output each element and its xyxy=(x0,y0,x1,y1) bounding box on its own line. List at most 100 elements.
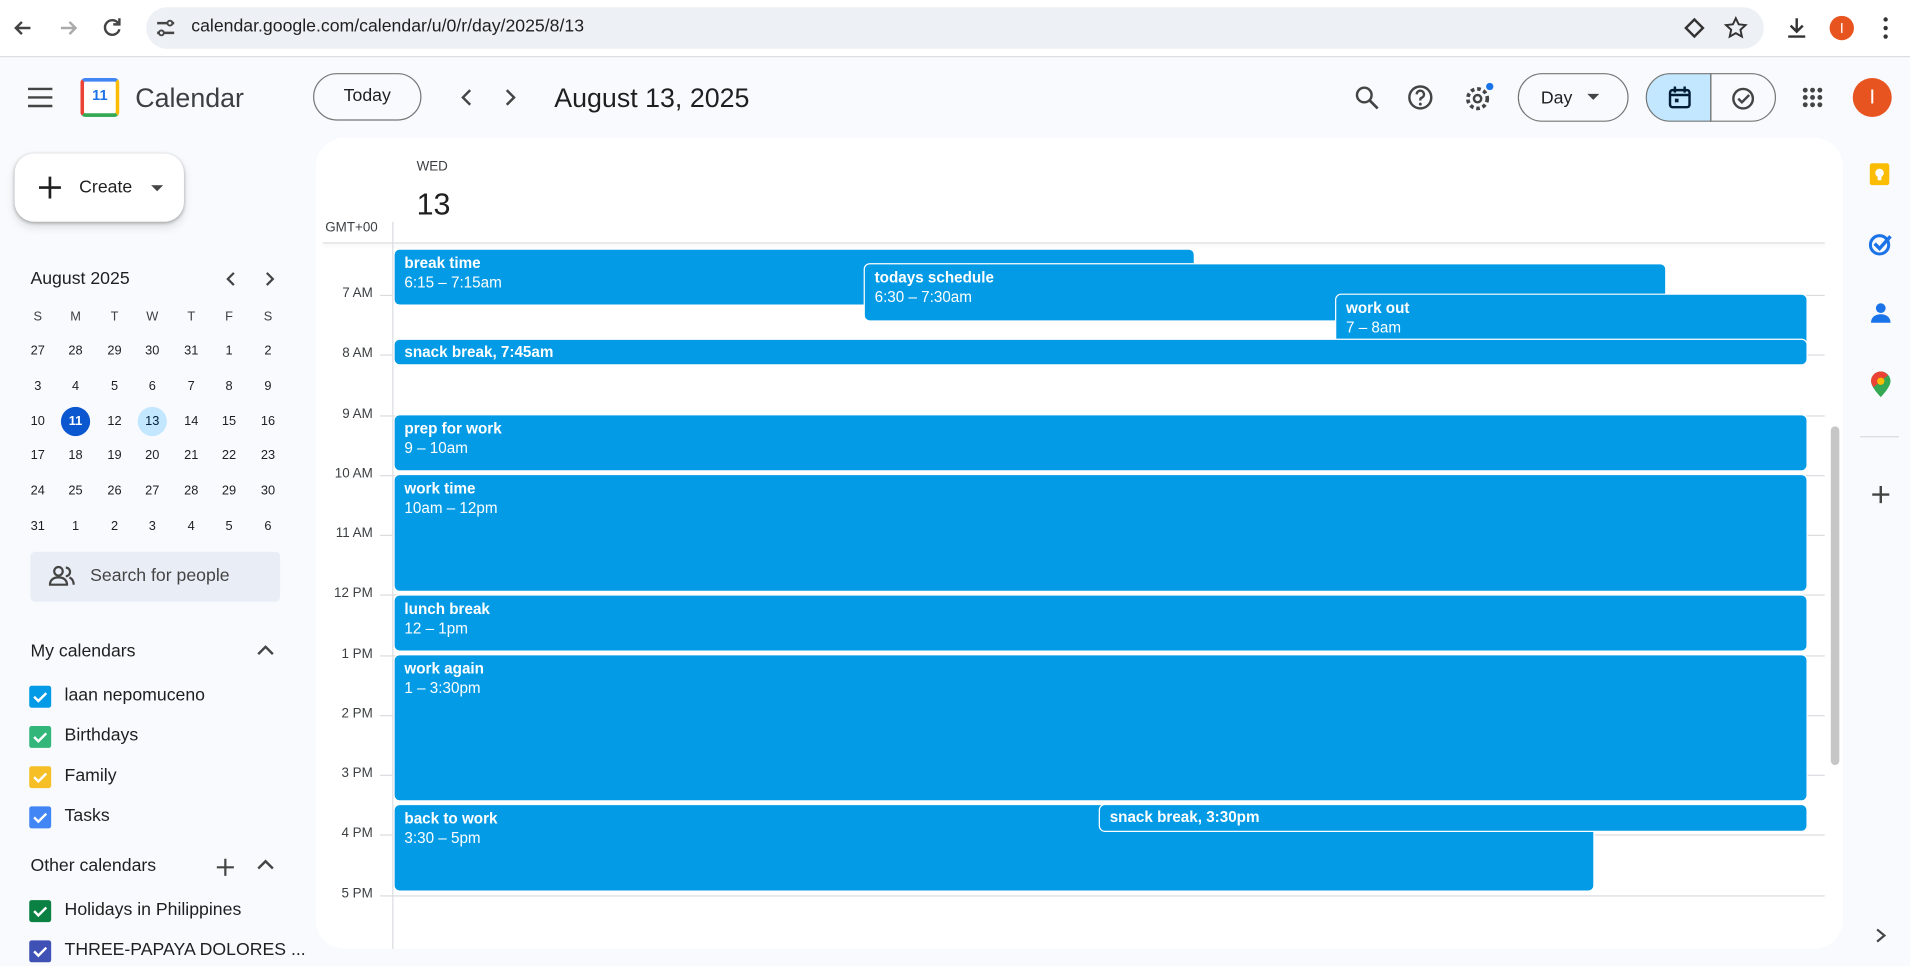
mini-day[interactable]: 17 xyxy=(30,448,45,464)
download-icon[interactable] xyxy=(1785,16,1809,40)
calendar-checkbox[interactable] xyxy=(29,900,52,923)
contacts-icon[interactable] xyxy=(1870,302,1892,324)
mini-day[interactable]: 9 xyxy=(264,378,272,394)
back-icon[interactable] xyxy=(11,16,35,40)
mini-day[interactable]: 30 xyxy=(145,343,160,359)
mini-day[interactable]: 5 xyxy=(110,378,119,394)
day-number[interactable]: 13 xyxy=(416,187,451,222)
prev-day[interactable] xyxy=(458,88,477,107)
mini-day[interactable]: 31 xyxy=(30,518,45,534)
event[interactable]: snack break, 3:30pm xyxy=(1098,803,1808,832)
next-day[interactable] xyxy=(499,88,518,107)
mini-day[interactable]: 1 xyxy=(71,518,80,534)
url-bar[interactable] xyxy=(146,7,1764,49)
main-menu[interactable] xyxy=(27,86,54,108)
mini-day[interactable]: 4 xyxy=(187,518,195,534)
browser-avatar[interactable]: I xyxy=(1829,15,1854,41)
mini-day[interactable]: 7 xyxy=(187,378,195,394)
mini-day[interactable]: 11 xyxy=(60,406,91,436)
event[interactable]: prep for work 9 – 10am xyxy=(393,414,1808,472)
mini-day[interactable]: 6 xyxy=(148,378,156,394)
tasks-toggle[interactable] xyxy=(1710,73,1777,122)
forward-icon[interactable] xyxy=(56,16,80,40)
mini-day[interactable]: 25 xyxy=(68,483,83,499)
mini-day[interactable]: 30 xyxy=(260,483,276,499)
mini-day[interactable]: 1 xyxy=(225,343,233,359)
hour-label: 4 PM xyxy=(341,826,373,841)
event[interactable]: lunch break 12 – 1pm xyxy=(393,594,1808,652)
today-button[interactable]: Today xyxy=(313,73,422,121)
mini-day[interactable]: 2 xyxy=(110,518,119,534)
tasks-toggle-icon xyxy=(1732,87,1755,110)
event[interactable]: work time 10am – 12pm xyxy=(393,473,1808,593)
expand-panel[interactable] xyxy=(1873,927,1888,944)
mini-day[interactable]: 4 xyxy=(71,378,80,394)
mini-day[interactable]: 3 xyxy=(148,518,156,534)
tasks-icon[interactable] xyxy=(1868,231,1893,256)
search-icon[interactable] xyxy=(1355,85,1379,110)
calendar-checkbox[interactable] xyxy=(29,685,52,708)
star-icon[interactable] xyxy=(1723,16,1748,40)
mini-day[interactable]: 27 xyxy=(30,343,45,359)
mini-day[interactable]: 10 xyxy=(30,413,45,429)
view-button[interactable] xyxy=(1517,73,1629,122)
calendar-name: laan nepomuceno xyxy=(64,685,206,706)
mini-day[interactable]: 29 xyxy=(107,343,122,359)
event[interactable]: snack break, 7:45am xyxy=(393,338,1808,366)
mini-day[interactable]: 16 xyxy=(260,413,276,429)
time-column-divider xyxy=(392,221,394,949)
calendar-checkbox[interactable] xyxy=(29,766,52,789)
scrollbar[interactable] xyxy=(1830,426,1840,765)
apps-icon[interactable] xyxy=(1802,86,1824,108)
event[interactable]: work again 1 – 3:30pm xyxy=(393,654,1808,802)
mini-day[interactable]: 8 xyxy=(225,378,233,394)
search-people[interactable] xyxy=(30,551,281,602)
calendar-checkbox[interactable] xyxy=(29,725,52,748)
mini-day[interactable]: 18 xyxy=(68,448,83,464)
mini-day[interactable]: 31 xyxy=(184,343,199,359)
add-addon[interactable] xyxy=(1871,485,1890,504)
mini-prev[interactable] xyxy=(223,270,240,287)
add-other[interactable] xyxy=(216,858,235,877)
collapse-other[interactable] xyxy=(257,859,274,871)
mini-day[interactable]: 21 xyxy=(184,448,199,464)
my-calendars-title[interactable]: My calendars xyxy=(30,641,136,662)
mini-day[interactable]: 29 xyxy=(221,483,237,499)
mini-day[interactable]: 6 xyxy=(264,518,272,534)
event[interactable]: todays schedule 6:30 – 7:30am xyxy=(863,263,1667,322)
mini-day[interactable]: 12 xyxy=(107,413,122,429)
mini-day[interactable]: 28 xyxy=(68,343,83,359)
other-calendars-title[interactable]: Other calendars xyxy=(30,856,157,876)
calendar-checkbox[interactable] xyxy=(29,806,52,829)
mini-day[interactable]: 14 xyxy=(184,413,199,429)
mini-day[interactable]: 26 xyxy=(107,483,122,499)
calendar-toggle[interactable] xyxy=(1645,73,1712,122)
mini-day[interactable]: 13 xyxy=(137,406,167,436)
settings-icon[interactable] xyxy=(1463,82,1495,115)
reload-icon[interactable] xyxy=(100,16,124,40)
maps-icon[interactable] xyxy=(1871,371,1891,399)
mini-day[interactable]: 19 xyxy=(107,448,122,464)
mini-day[interactable]: 3 xyxy=(34,378,42,394)
browser-menu[interactable] xyxy=(1876,16,1895,40)
mini-day[interactable]: 27 xyxy=(145,483,160,499)
mini-day[interactable]: 2 xyxy=(264,343,272,359)
event-time: 3:30 – 5pm xyxy=(404,829,481,847)
site-info-icon[interactable] xyxy=(155,17,177,39)
keep-icon[interactable] xyxy=(1869,162,1891,186)
lens-icon[interactable] xyxy=(1683,17,1705,39)
calendar-checkbox[interactable] xyxy=(29,940,52,963)
mini-day[interactable]: 15 xyxy=(221,413,237,429)
mini-day[interactable]: 22 xyxy=(221,448,237,464)
mini-day[interactable]: 5 xyxy=(225,518,233,534)
mini-next[interactable] xyxy=(261,270,278,287)
hour-label: 9 AM xyxy=(342,406,373,421)
mini-day[interactable]: 20 xyxy=(145,448,160,464)
mini-day[interactable]: 23 xyxy=(260,448,276,464)
event-title: work out xyxy=(1346,299,1410,317)
mini-day[interactable]: 24 xyxy=(30,483,45,499)
mini-day[interactable]: 28 xyxy=(184,483,199,499)
collapse-my[interactable] xyxy=(257,644,274,656)
help-icon[interactable] xyxy=(1407,84,1434,111)
account-avatar[interactable]: I xyxy=(1852,77,1892,117)
